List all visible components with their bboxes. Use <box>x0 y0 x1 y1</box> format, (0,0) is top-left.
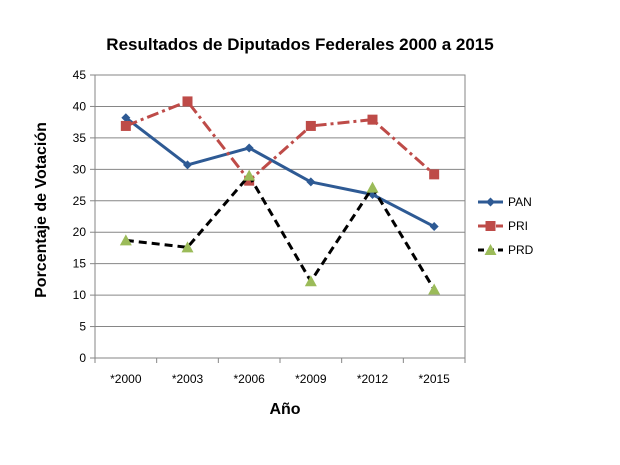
legend-label-pri: PRI <box>508 219 528 233</box>
legend-marker-prd <box>484 244 497 255</box>
x-axis-label: Año <box>269 401 300 418</box>
data-point-pri <box>367 114 378 125</box>
data-point-prd <box>119 234 132 246</box>
series-line-pan <box>124 116 435 228</box>
y-tick-label: 40 <box>73 99 87 113</box>
gridlines <box>95 105 465 328</box>
data-point-prd <box>243 169 256 181</box>
legend-marker-pri <box>485 221 496 231</box>
data-point-pri <box>429 169 440 180</box>
x-tick-label: *2006 <box>233 372 265 386</box>
series-layer <box>119 96 441 295</box>
legend-item-prd: PRD <box>478 243 534 257</box>
x-tick-label: *2012 <box>357 372 389 386</box>
y-tick-label: 35 <box>73 131 87 145</box>
x-tick-label: *2015 <box>418 372 450 386</box>
x-tick-label: *2003 <box>172 372 204 386</box>
y-tick-label: 45 <box>73 68 87 82</box>
y-tick-label: 30 <box>73 162 87 176</box>
y-tick-label: 5 <box>79 320 86 334</box>
data-point-pan <box>183 160 192 170</box>
y-tick-label: 15 <box>73 257 87 271</box>
legend-marker-pan <box>486 197 495 207</box>
legend-item-pan: PAN <box>478 195 532 209</box>
data-point-pan <box>429 222 439 232</box>
data-point-prd <box>181 241 194 253</box>
legend-label-prd: PRD <box>508 243 534 257</box>
data-point-prd <box>366 181 379 193</box>
y-tick-label: 20 <box>73 225 87 239</box>
data-point-pri <box>305 120 316 131</box>
data-point-pan <box>244 143 254 153</box>
data-point-prd <box>428 283 441 295</box>
y-tick-label: 0 <box>79 351 86 365</box>
y-tick-labels: 0 5 10 15 20 25 30 35 40 45 <box>73 68 87 365</box>
axes <box>90 74 466 363</box>
data-point-pri <box>182 96 193 107</box>
chart-title: Resultados de Diputados Federales 2000 a… <box>106 35 493 54</box>
y-tick-label: 25 <box>73 194 87 208</box>
legend: PAN PRI PRD <box>478 195 534 257</box>
legend-label-pan: PAN <box>508 195 532 209</box>
series-line-prd <box>125 174 436 291</box>
series-pri <box>120 96 440 186</box>
y-axis-label: Porcentaje de Votación <box>33 122 50 298</box>
data-point-pri <box>244 175 255 186</box>
data-point-pan <box>121 113 131 123</box>
legend-item-pri: PRI <box>478 219 528 233</box>
y-tick-label: 10 <box>73 288 87 302</box>
series-line-pri <box>125 99 436 183</box>
data-point-pan <box>306 177 316 187</box>
x-tick-label: *2000 <box>110 372 142 386</box>
series-pan <box>121 113 439 232</box>
x-tick-label: *2009 <box>295 372 327 386</box>
data-point-pri <box>120 120 131 131</box>
x-tick-labels: *2000 *2003 *2006 *2009 *2012 *2015 <box>110 372 450 386</box>
series-prd <box>119 169 441 295</box>
data-point-prd <box>304 275 317 287</box>
